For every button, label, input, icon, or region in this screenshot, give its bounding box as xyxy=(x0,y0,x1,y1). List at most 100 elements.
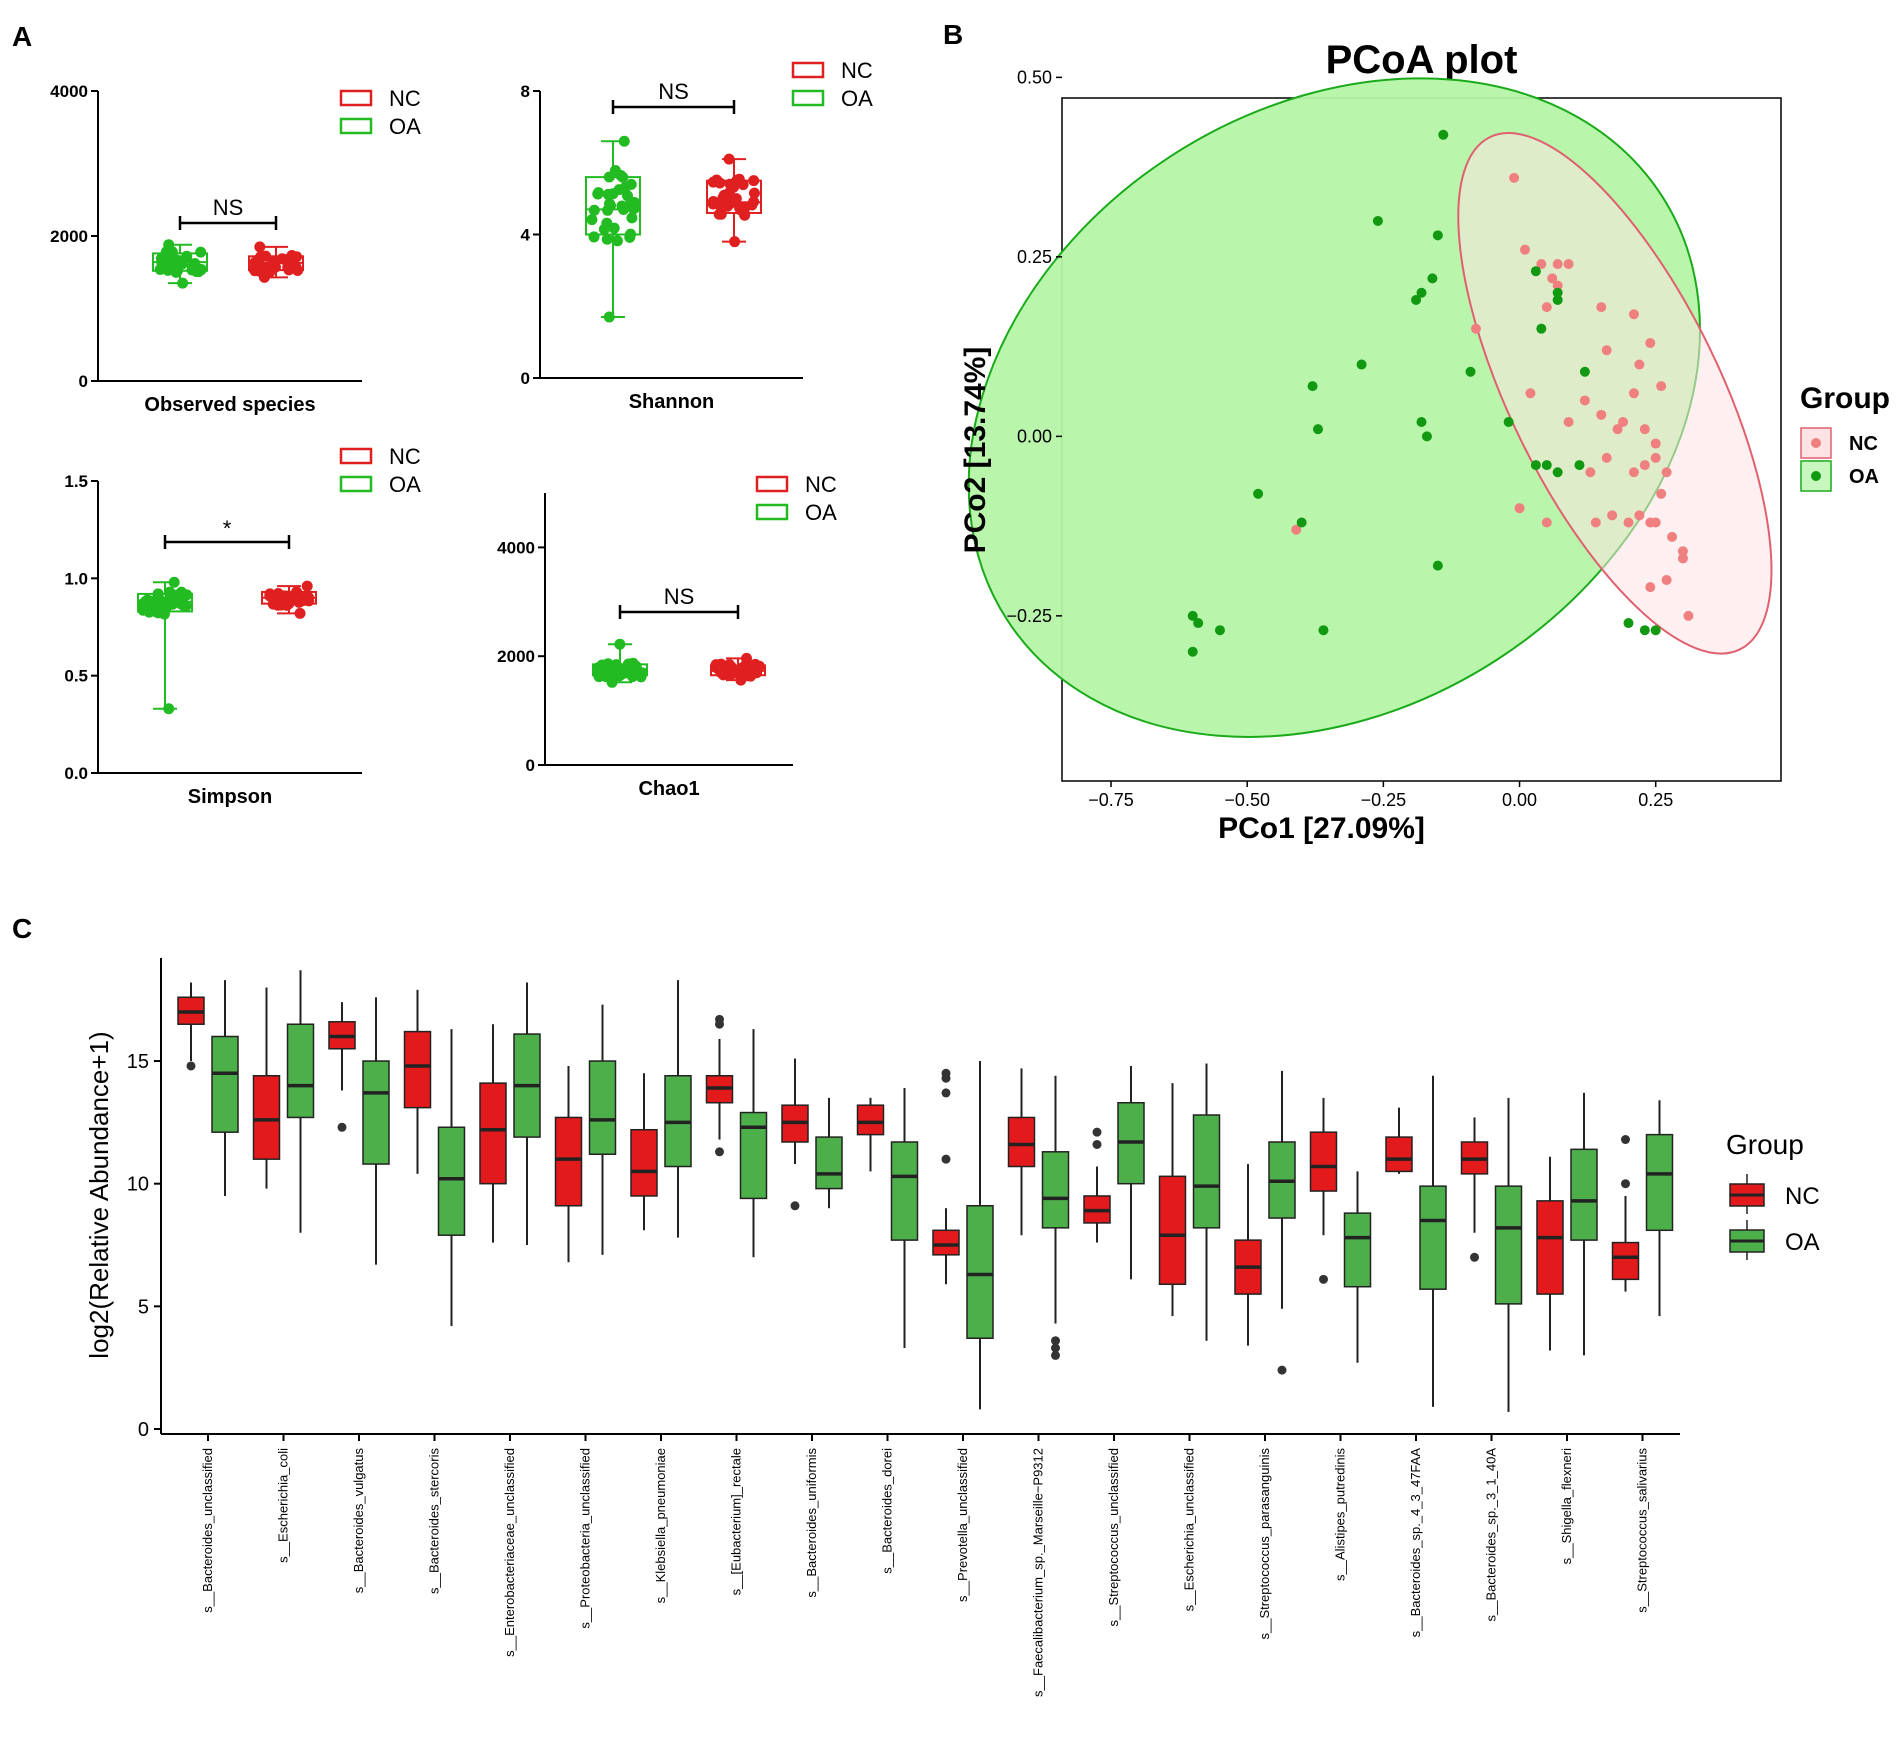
legend-label-oa: OA xyxy=(1849,466,1879,488)
box-nc xyxy=(630,1128,658,1197)
outlier-point xyxy=(1051,1343,1060,1353)
box-nc xyxy=(1385,1136,1413,1173)
scatter-point-nc xyxy=(1667,531,1678,542)
outlier-point xyxy=(715,1019,724,1029)
category-label: s__Bacteroides_sp._3_1_40A xyxy=(1484,1448,1499,1622)
x-axis-label: Simpson xyxy=(188,786,272,808)
outlier-point xyxy=(1092,1127,1102,1137)
sample-point xyxy=(273,593,285,605)
legend-label-nc: NC xyxy=(1785,1183,1820,1210)
box-nc xyxy=(856,1104,885,1136)
outlier-point xyxy=(1092,1139,1102,1149)
panel-label-b: B xyxy=(943,19,963,50)
category-label: s__Escherichia_coli xyxy=(276,1448,291,1563)
scatter-point-oa xyxy=(1307,381,1318,392)
sample-point xyxy=(285,257,297,269)
box-nc xyxy=(932,1229,960,1256)
scatter-point-oa xyxy=(1214,625,1225,636)
sample-point xyxy=(254,241,266,253)
sample-point xyxy=(619,181,631,193)
x-axis-label: Observed species xyxy=(144,394,315,416)
sample-point xyxy=(253,259,265,271)
outlier-point xyxy=(1051,1350,1060,1360)
category-label: s__Bacteroides_uniformis xyxy=(804,1448,819,1598)
scatter-point-oa xyxy=(1623,618,1634,629)
scatter-point-nc xyxy=(1552,259,1563,270)
y-tick-label: 2000 xyxy=(50,227,88,246)
scatter-point-nc xyxy=(1639,460,1650,471)
x-tick-label: −0.75 xyxy=(1088,790,1134,810)
legend-dot-oa xyxy=(1811,471,1821,481)
sample-point xyxy=(625,228,637,240)
scatter-point-oa xyxy=(1318,625,1329,636)
scatter-point-nc xyxy=(1634,510,1645,521)
sample-point xyxy=(636,667,648,679)
category-label: s__Klebsiella_pneumoniae xyxy=(653,1448,668,1603)
scatter-point-nc xyxy=(1634,359,1645,370)
scatter-point-nc xyxy=(1607,510,1618,521)
scatter-point-oa xyxy=(1650,625,1661,636)
box-oa xyxy=(1494,1185,1523,1305)
sample-point xyxy=(748,187,760,199)
scatter-point-nc xyxy=(1650,452,1661,463)
outlier-point xyxy=(1621,1135,1630,1145)
scatter-point-nc xyxy=(1645,338,1656,349)
legend-label-nc: NC xyxy=(389,86,421,111)
x-tick-label: −0.25 xyxy=(1361,790,1407,810)
outlier-point xyxy=(1277,1365,1287,1375)
scatter-point-nc xyxy=(1601,345,1612,356)
scatter-point-oa xyxy=(1536,323,1547,334)
scatter-point-nc xyxy=(1628,388,1639,399)
sample-point xyxy=(171,257,183,269)
legend-swatch-nc xyxy=(339,447,373,465)
scatter-point-oa xyxy=(1356,359,1367,370)
outlier-point xyxy=(1470,1252,1479,1262)
scatter-point-oa xyxy=(1530,460,1541,471)
sample-point xyxy=(293,596,305,608)
scatter-point-oa xyxy=(1503,417,1514,427)
outlier-point xyxy=(337,1122,347,1132)
legend-label-oa: OA xyxy=(389,472,421,497)
sample-point xyxy=(602,188,614,200)
sample-point xyxy=(626,212,638,224)
alpha-plot-simpson: 0.0 0.5 1.0 1.5 Simpson * NC OA xyxy=(64,444,421,808)
category-label: s__Streptococcus_salivarius xyxy=(1635,1448,1650,1613)
legend-label-nc: NC xyxy=(389,444,421,469)
category-label: s__Bacteroides_unclassified xyxy=(200,1448,215,1613)
sample-point xyxy=(616,200,628,212)
sample-point xyxy=(614,670,626,682)
significance-label: * xyxy=(223,516,232,541)
category-label: s__Prevotella_unclassified xyxy=(955,1448,970,1602)
category-label: s__Proteobacteria_unclassified xyxy=(578,1448,593,1629)
category-label: s__Enterobacteriaceae_unclassified xyxy=(502,1448,517,1657)
sample-point xyxy=(611,235,623,247)
x-tick-label: 0.00 xyxy=(1502,790,1537,810)
box-oa xyxy=(211,1035,239,1133)
scatter-point-oa xyxy=(1421,431,1432,442)
box-nc xyxy=(1611,1241,1640,1281)
scatter-point-nc xyxy=(1541,302,1552,313)
sample-point xyxy=(137,604,149,616)
scatter-point-oa xyxy=(1574,460,1585,471)
legend-title: Group xyxy=(1726,1129,1804,1160)
sample-point xyxy=(195,246,207,258)
y-tick-label: 0 xyxy=(138,1419,149,1441)
sample-point xyxy=(737,179,749,191)
category-label: s__Faecalibacterium_sp._Marseille−P9312 xyxy=(1031,1448,1046,1697)
sample-point xyxy=(597,662,609,674)
legend-swatch-nc xyxy=(755,475,789,493)
scatter-point-oa xyxy=(1432,560,1443,571)
x-tick-label: −0.50 xyxy=(1224,790,1270,810)
box-oa xyxy=(966,1205,994,1339)
sample-point xyxy=(724,178,736,190)
sample-point xyxy=(156,257,168,269)
sample-point xyxy=(738,206,750,218)
y-tick-label: 4000 xyxy=(497,538,535,557)
category-label: s__Shigella_flexneri xyxy=(1559,1448,1574,1564)
scatter-point-nc xyxy=(1656,381,1667,392)
outlier-point xyxy=(941,1088,951,1098)
sample-point xyxy=(593,671,605,683)
x-tick-label: 0.25 xyxy=(1638,790,1673,810)
sample-point xyxy=(723,153,735,165)
outlier-point xyxy=(1621,1179,1630,1189)
